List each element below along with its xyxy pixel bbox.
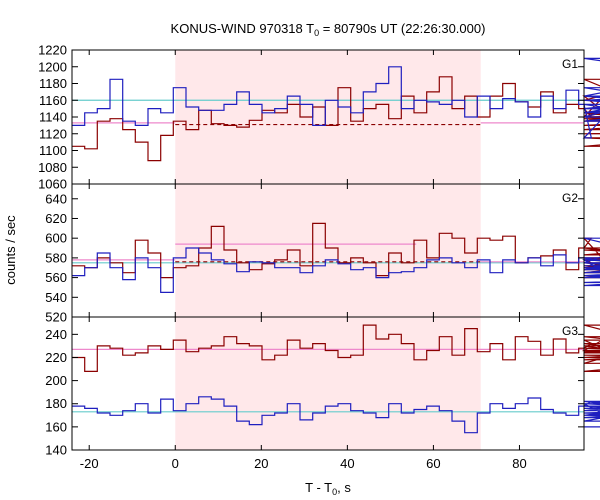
y-tick-label: 1160 <box>39 93 67 108</box>
highlight-band <box>175 184 481 317</box>
series-dark_red-line <box>72 324 600 372</box>
highlight-band <box>175 317 481 450</box>
y-tick-label: 1220 <box>38 43 67 58</box>
y-tick-label: 560 <box>45 270 67 285</box>
y-tick-label: 540 <box>45 290 67 305</box>
y-axis-label: counts / sec <box>3 215 18 285</box>
y-tick-label: 200 <box>45 373 67 388</box>
y-tick-label: 600 <box>45 231 67 246</box>
series-blue-line <box>72 396 600 434</box>
y-tick-label: 1140 <box>39 110 67 125</box>
y-tick-label: 220 <box>45 350 67 365</box>
y-tick-label: 1200 <box>38 59 67 74</box>
panel-label-g3: G3 <box>562 324 578 338</box>
y-tick-label: 1100 <box>39 143 67 158</box>
y-tick-label: 640 <box>45 191 67 206</box>
y-tick-label: 160 <box>45 419 67 434</box>
y-tick-label: 1180 <box>39 76 67 91</box>
y-tick-label: 1080 <box>38 160 67 175</box>
y-tick-label: 620 <box>45 211 67 226</box>
x-tick-label: 60 <box>426 456 440 471</box>
x-tick-label: 80 <box>512 456 526 471</box>
x-tick-label: -20 <box>80 456 99 471</box>
x-tick-label: 40 <box>340 456 354 471</box>
panel-frame <box>71 316 585 451</box>
y-tick-label: 520 <box>45 310 67 325</box>
panel-g2: 520 540 560 580 600 620 640 G2 <box>45 183 600 325</box>
chart-title: KONUS-WIND 970318 T0 = 80790s UT (22:26:… <box>171 21 486 38</box>
series-dark_red-line <box>72 222 600 279</box>
y-tick-label: 580 <box>45 250 67 265</box>
x-tick-label: 0 <box>172 456 179 471</box>
y-tick-label: 140 <box>45 443 67 458</box>
panel-label-g2: G2 <box>562 191 578 205</box>
y-tick-label: 1120 <box>39 126 67 141</box>
y-tick-label: 240 <box>45 327 67 342</box>
panel-g3: 140 160 180 200 220 240 G3 <box>45 316 600 458</box>
y-tick-label: 1060 <box>38 177 67 192</box>
y-tick-label: 180 <box>45 396 67 411</box>
x-axis-label: T - T0, s <box>305 480 351 497</box>
highlight-band <box>175 50 481 184</box>
x-axis: -20 0 20 40 60 80 <box>80 456 527 471</box>
panels: 106010801100112011401160118012001220G152… <box>38 43 600 458</box>
x-tick-label: 20 <box>254 456 268 471</box>
panel-label-g1: G1 <box>562 57 578 71</box>
